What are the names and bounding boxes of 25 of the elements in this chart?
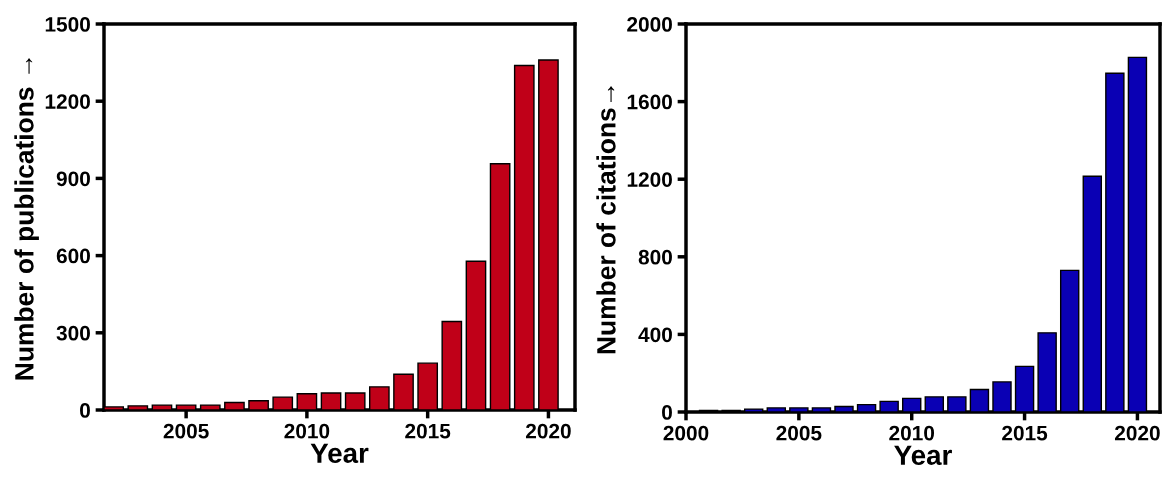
y-tick-label: 1500 [45,17,90,32]
y-tick-label: 2000 [627,17,672,32]
y-axis-title: Number of publications → [14,58,39,380]
y-tick-label: 1600 [627,94,672,110]
y-axis-title: Number of citations→ [596,86,616,354]
x-axis-title: Year [894,445,952,466]
x-tick-label: 2010 [284,423,330,439]
x-tick-label: 2005 [163,423,209,439]
x-axis-title: Year [310,443,369,464]
y-tick-label: 1200 [627,172,672,187]
x-tick-label: 2020 [1114,425,1160,441]
x-tick-label: 2020 [525,423,571,439]
x-tick-label: 2005 [776,425,822,441]
y-tick-label: 0 [662,405,672,420]
x-tick-label: 2010 [889,425,935,441]
y-tick-label: 400 [638,327,672,343]
x-tick-label: 2015 [405,423,451,439]
y-tick-label: 600 [56,248,90,264]
y-tick-label: 900 [56,171,90,187]
y-tick-label: 1200 [45,94,90,109]
x-tick-label: 2015 [1002,425,1048,441]
y-tick-label: 300 [56,325,90,341]
y-tick-label: 0 [80,403,90,418]
x-tick-label: 2000 [663,425,709,441]
y-tick-label: 800 [638,249,672,265]
